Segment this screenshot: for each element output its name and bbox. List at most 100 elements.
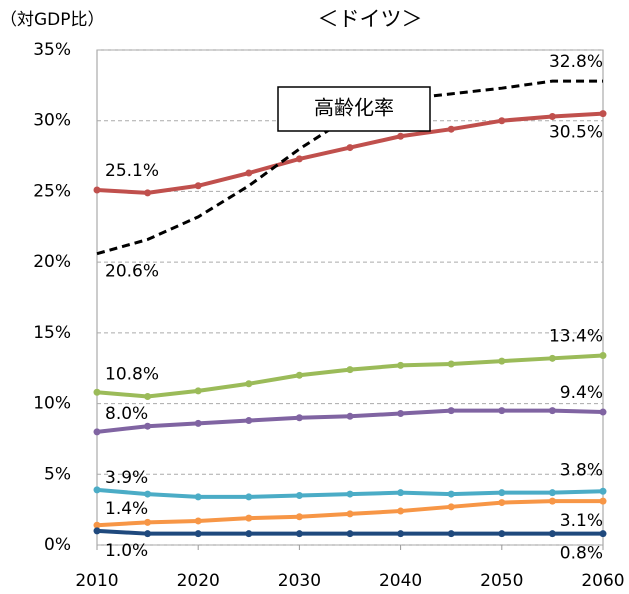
data-label: 13.4% (549, 326, 603, 346)
x-tick-label: 2040 (379, 571, 422, 591)
point (447, 360, 455, 368)
point (346, 490, 354, 498)
x-tick-label: 2010 (75, 571, 118, 591)
point (245, 530, 253, 538)
y-tick-label: 10% (33, 394, 71, 414)
point (447, 125, 455, 133)
point (548, 489, 556, 497)
point (346, 530, 354, 538)
point (295, 371, 303, 379)
y-axis-label: （対GDP比） (0, 10, 105, 30)
point (245, 169, 253, 177)
point (447, 503, 455, 511)
point (599, 530, 607, 538)
data-label: 3.9% (105, 468, 148, 488)
point (93, 388, 101, 396)
data-label: 3.8% (560, 460, 603, 480)
y-tick-label: 5% (44, 464, 71, 484)
point (548, 530, 556, 538)
x-tick-label: 2030 (278, 571, 321, 591)
point (194, 419, 202, 427)
point (194, 387, 202, 395)
data-label: 3.1% (560, 511, 603, 531)
point (548, 354, 556, 362)
point (599, 408, 607, 416)
point (194, 182, 202, 190)
data-label: 32.8% (549, 52, 603, 72)
point (498, 117, 506, 125)
point (93, 521, 101, 529)
data-label: 0.8% (560, 544, 603, 564)
point (295, 155, 303, 163)
data-label: 30.5% (549, 123, 603, 143)
point (93, 186, 101, 194)
annotation-box (277, 86, 431, 132)
point (498, 530, 506, 538)
point (144, 490, 152, 498)
point (397, 530, 405, 538)
chart-title: ＜ドイツ＞ (318, 7, 423, 31)
point (295, 492, 303, 499)
x-tick-label: 2050 (480, 571, 523, 591)
point (295, 530, 303, 538)
point (397, 409, 405, 417)
point (93, 527, 101, 535)
data-label: 20.6% (105, 262, 159, 282)
point (194, 530, 202, 538)
point (245, 380, 253, 388)
y-tick-label: 0% (44, 535, 71, 555)
point (599, 110, 607, 118)
data-label: 9.4% (560, 383, 603, 403)
point (397, 132, 405, 140)
point (93, 486, 101, 494)
point (447, 530, 455, 538)
point (498, 489, 506, 497)
point (346, 366, 354, 374)
point (498, 499, 506, 507)
point (194, 517, 202, 525)
point (346, 510, 354, 518)
x-tick-label: 2020 (177, 571, 220, 591)
point (397, 507, 405, 515)
y-tick-label: 20% (33, 252, 71, 272)
point (346, 144, 354, 152)
point (599, 351, 607, 359)
annotation: 高齢化率 (314, 96, 394, 120)
x-tick-label: 2060 (581, 571, 624, 591)
y-tick-label: 15% (33, 323, 71, 343)
point (548, 497, 556, 505)
point (447, 490, 455, 498)
point (144, 518, 152, 526)
point (548, 407, 556, 415)
point (599, 497, 607, 505)
data-label: 1.4% (105, 499, 148, 519)
point (93, 428, 101, 436)
y-tick-label: 25% (33, 181, 71, 201)
point (397, 489, 405, 497)
point (346, 412, 354, 420)
point (144, 530, 152, 538)
point (447, 407, 455, 415)
y-tick-label: 35% (33, 40, 71, 60)
point (548, 112, 556, 120)
y-tick-label: 30% (33, 111, 71, 131)
point (144, 393, 152, 400)
point (194, 493, 202, 501)
point (245, 417, 253, 425)
point (599, 487, 607, 495)
point (144, 422, 152, 430)
data-label: 1.0% (105, 541, 148, 561)
data-label: 8.0% (105, 404, 148, 424)
point (144, 189, 152, 197)
point (295, 414, 303, 422)
point (295, 513, 303, 521)
data-label: 25.1% (105, 161, 159, 181)
point (245, 514, 253, 522)
point (498, 407, 506, 415)
point (397, 361, 405, 369)
data-label: 10.8% (105, 364, 159, 384)
point (245, 493, 253, 501)
series-line (96, 353, 604, 399)
point (498, 357, 506, 365)
